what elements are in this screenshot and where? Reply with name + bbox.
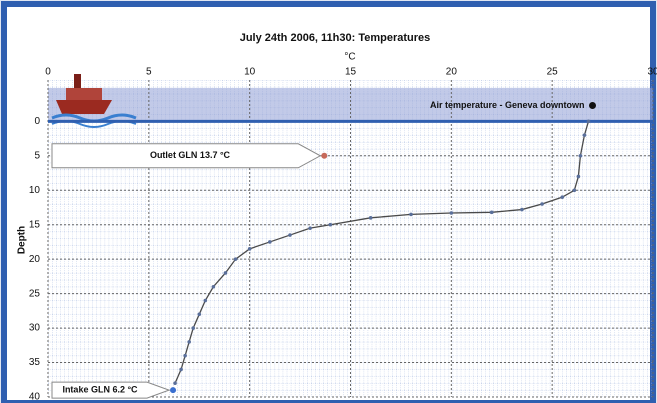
profile-point — [212, 285, 216, 289]
annotation-point — [589, 102, 596, 109]
y-tick-label: 10 — [29, 185, 41, 196]
profile-point — [179, 368, 183, 372]
profile-point — [450, 211, 454, 215]
page: July 24th 2006, 11h30: Temperatures °C D… — [0, 0, 657, 403]
profile-point — [288, 233, 292, 237]
profile-point — [573, 188, 577, 192]
annotation-point — [321, 153, 327, 159]
x-tick-label: 25 — [547, 67, 559, 78]
y-tick-label: 35 — [29, 357, 41, 368]
profile-point — [587, 120, 591, 124]
chart: July 24th 2006, 11h30: Temperatures °C D… — [0, 0, 657, 403]
profile-point — [183, 354, 187, 358]
profile-point — [308, 226, 312, 230]
y-tick-label: 0 — [34, 116, 40, 127]
x-tick-label: 10 — [244, 67, 256, 78]
profile-point — [234, 257, 238, 261]
x-tick-label: 20 — [446, 67, 458, 78]
profile-point — [248, 247, 252, 251]
profile-point — [490, 211, 494, 215]
annotation-text: Air temperature - Geneva downtown — [430, 100, 585, 110]
profile-point — [224, 271, 228, 275]
y-tick-label: 25 — [29, 288, 41, 299]
profile-point — [173, 381, 177, 385]
profile-point — [579, 154, 583, 158]
profile-point — [560, 195, 564, 199]
x-tick-label: 0 — [45, 67, 51, 78]
annotation-text: Intake GLN 6.2 °C — [62, 384, 138, 394]
x-tick-label: 5 — [146, 67, 152, 78]
profile-point — [583, 133, 587, 137]
y-tick-label: 40 — [29, 392, 41, 403]
profile-point — [191, 326, 195, 330]
profile-point — [540, 202, 544, 206]
chart-title: July 24th 2006, 11h30: Temperatures — [240, 32, 431, 44]
y-tick-label: 15 — [29, 219, 41, 230]
x-tick-label: 15 — [345, 67, 357, 78]
y-tick-label: 5 — [34, 150, 40, 161]
x-tick-label: 30 — [647, 67, 657, 78]
profile-point — [329, 223, 333, 227]
y-axis-label: Depth — [17, 226, 28, 254]
profile-point — [268, 240, 272, 244]
x-axis-label: °C — [344, 52, 355, 63]
profile-point — [577, 175, 581, 179]
annotation-text: Outlet GLN 13.7 °C — [150, 150, 231, 160]
profile-point — [204, 299, 208, 303]
profile-point — [520, 208, 524, 212]
profile-point — [187, 340, 191, 344]
profile-point — [197, 313, 201, 317]
y-tick-label: 20 — [29, 254, 41, 265]
y-tick-label: 30 — [29, 323, 41, 334]
annotation-point — [170, 387, 176, 393]
profile-point — [409, 213, 413, 217]
profile-point — [369, 216, 373, 220]
